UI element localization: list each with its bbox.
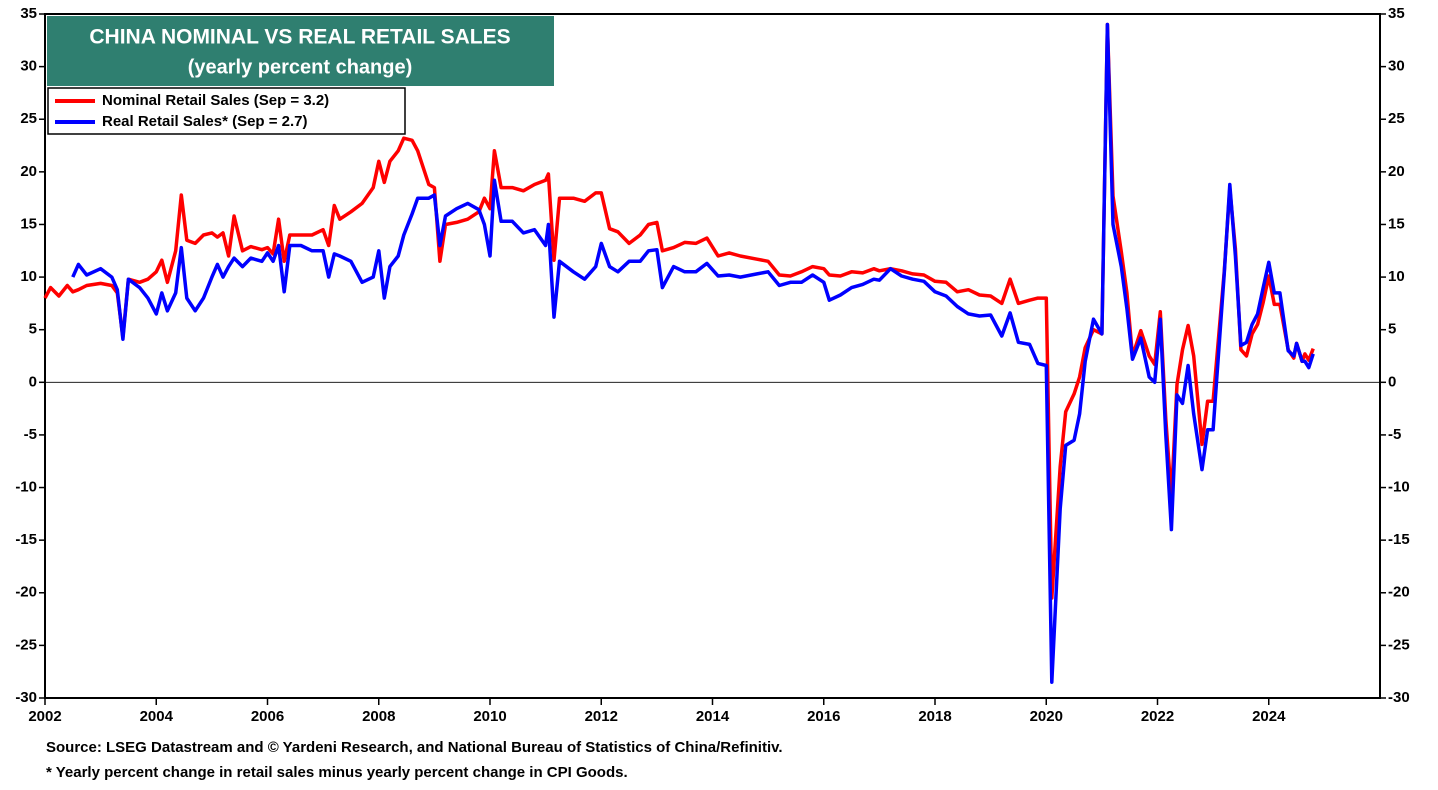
footnote: * Yearly percent change in retail sales … xyxy=(46,764,628,781)
y2-tick-label: 0 xyxy=(1388,373,1396,390)
y-tick-label: -25 xyxy=(15,636,37,653)
y2-tick-label: 20 xyxy=(1388,163,1405,180)
legend-label: Nominal Retail Sales (Sep = 3.2) xyxy=(102,92,329,109)
y2-tick-label: 15 xyxy=(1388,215,1405,232)
x-tick-label: 2002 xyxy=(28,708,61,725)
y-tick-label: -5 xyxy=(24,426,37,443)
chart-title: CHINA NOMINAL VS REAL RETAIL SALES xyxy=(89,26,510,49)
y2-tick-label: -10 xyxy=(1388,479,1410,496)
title-box xyxy=(47,16,554,86)
y-tick-label: 10 xyxy=(20,268,37,285)
series-line xyxy=(71,22,1315,684)
y-tick-label: -20 xyxy=(15,584,37,601)
y2-tick-label: 10 xyxy=(1388,268,1405,285)
y2-tick-label: -15 xyxy=(1388,531,1410,548)
x-tick-label: 2024 xyxy=(1252,708,1286,725)
y-tick-label: -30 xyxy=(15,689,37,706)
y-tick-label: 5 xyxy=(29,321,37,338)
x-tick-label: 2012 xyxy=(585,708,618,725)
x-tick-label: 2020 xyxy=(1030,708,1063,725)
x-tick-label: 2018 xyxy=(918,708,951,725)
y2-tick-label: 5 xyxy=(1388,321,1396,338)
y-tick-label: 25 xyxy=(20,110,37,127)
y-tick-label: 35 xyxy=(20,5,37,22)
y-tick-label: 20 xyxy=(20,163,37,180)
y2-tick-label: 25 xyxy=(1388,110,1405,127)
legend-box xyxy=(47,87,406,135)
y2-tick-label: -25 xyxy=(1388,636,1410,653)
y-tick-label: -15 xyxy=(15,531,37,548)
y2-tick-label: 30 xyxy=(1388,58,1405,75)
x-tick-label: 2006 xyxy=(251,708,284,725)
y2-tick-label: -20 xyxy=(1388,584,1410,601)
chart-subtitle: (yearly percent change) xyxy=(188,56,413,78)
x-tick-label: 2016 xyxy=(807,708,840,725)
y-tick-label: -10 xyxy=(15,479,37,496)
y2-tick-label: -5 xyxy=(1388,426,1401,443)
legend-label: Real Retail Sales* (Sep = 2.7) xyxy=(102,113,308,130)
x-tick-label: 2010 xyxy=(473,708,506,725)
y2-tick-label: 35 xyxy=(1388,5,1405,22)
x-tick-label: 2008 xyxy=(362,708,395,725)
x-tick-label: 2004 xyxy=(140,708,174,725)
y-tick-label: 15 xyxy=(20,215,37,232)
x-tick-label: 2022 xyxy=(1141,708,1174,725)
source-note: Source: LSEG Datastream and © Yardeni Re… xyxy=(46,739,783,756)
x-tick-label: 2014 xyxy=(696,708,730,725)
y2-tick-label: -30 xyxy=(1388,689,1410,706)
y-tick-label: 0 xyxy=(29,373,37,390)
y-tick-label: 30 xyxy=(20,58,37,75)
